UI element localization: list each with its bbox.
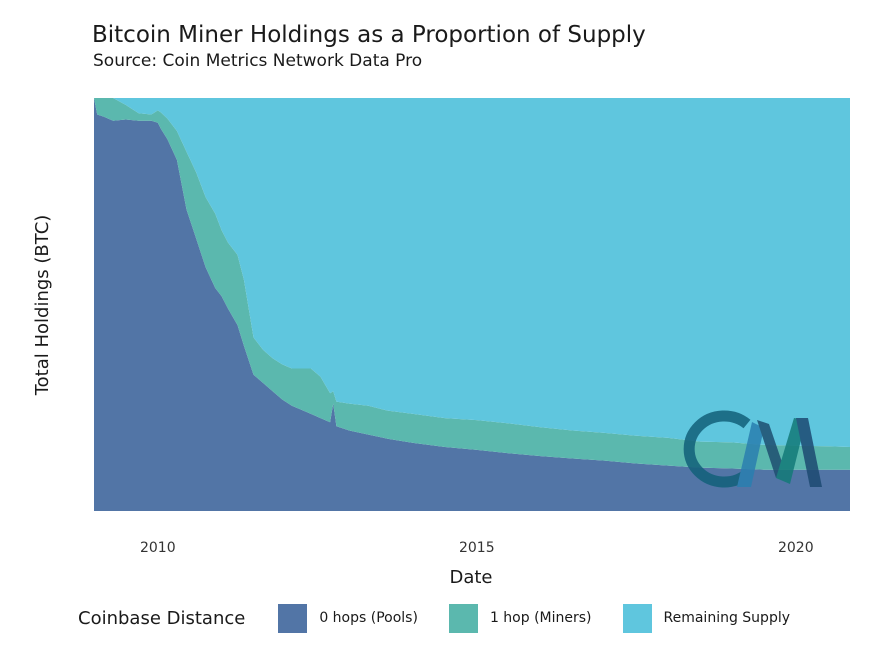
watermark-c-shape [683,410,751,488]
legend-item-0-hops: 0 hops (Pools) [278,603,436,633]
watermark-m-stroke-right [776,418,806,484]
watermark-m-stroke-far-right [796,418,822,487]
legend-item-1-hop: 1 hop (Miners) [448,603,610,633]
watermark-m-stroke-left [737,422,764,487]
legend: Coinbase Distance 0 hops (Pools) 1 hop (… [78,603,821,633]
area-remaining-supply [94,98,850,447]
legend-label-remaining-supply: Remaining Supply [663,610,791,626]
x-tick-label: 2010 [140,540,176,556]
legend-swatch-0-hops [278,603,308,633]
legend-swatch-1-hop [448,603,478,633]
x-tick-label: 2020 [778,540,814,556]
legend-title: Coinbase Distance [78,607,246,629]
area-layers [94,98,850,511]
legend-label-0-hops: 0 hops (Pools) [319,610,418,626]
chart-title: Bitcoin Miner Holdings as a Proportion o… [92,22,646,48]
x-axis-ticks: 2010 2015 2020 [140,540,814,556]
coin-metrics-watermark-logo [683,410,822,488]
chart-subtitle: Source: Coin Metrics Network Data Pro [93,51,423,71]
legend-swatch-remaining-supply [622,603,652,633]
y-axis-label: Total Holdings (BTC) [32,215,53,397]
legend-item-remaining-supply: Remaining Supply [622,603,809,633]
area-1-hop-miners [94,98,850,470]
x-axis-label: Date [449,567,492,588]
area-0-hops-pools [94,98,850,511]
watermark-m-stroke-middle [757,420,784,478]
x-tick-label: 2015 [459,540,495,556]
legend-label-1-hop: 1 hop (Miners) [489,610,592,626]
